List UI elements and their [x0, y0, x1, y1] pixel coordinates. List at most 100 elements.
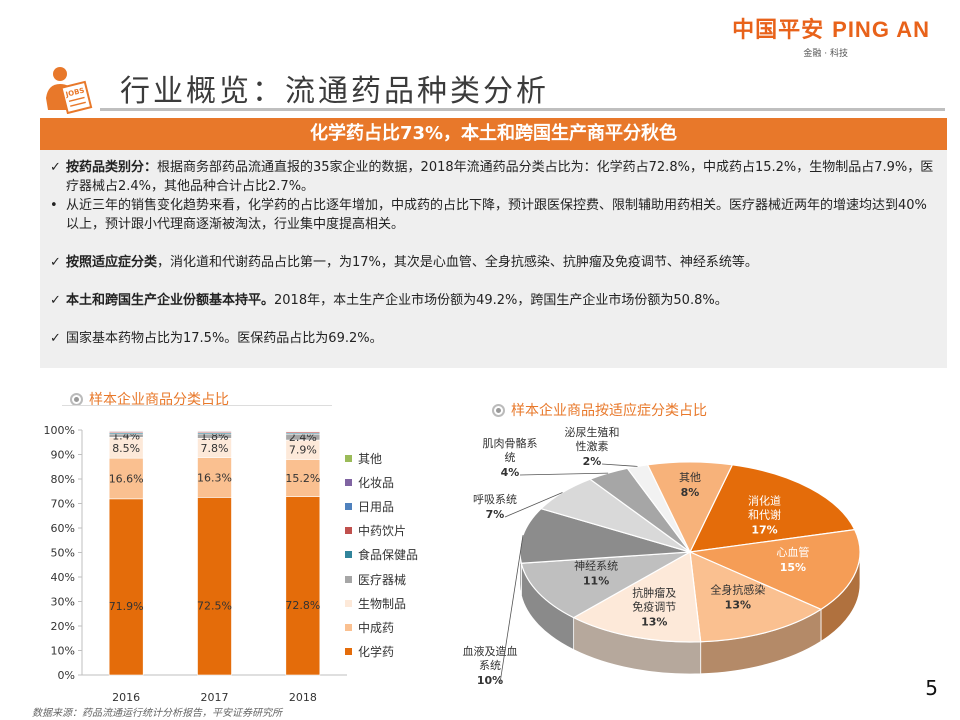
page-number: 5 — [925, 676, 938, 700]
legend-label: 中成药 — [358, 620, 395, 635]
legend-item: 生物制品 — [345, 591, 418, 615]
bar-data-label: 16.6% — [109, 473, 144, 486]
pie-slice-value: 8% — [681, 486, 700, 499]
legend-swatch — [345, 454, 352, 462]
pie-slice-label: 免疫调节 — [632, 600, 676, 614]
pie-slice-label: 心血管 — [776, 545, 809, 559]
pie-slice — [689, 551, 823, 643]
check-icon: ✓ — [50, 331, 61, 346]
legend-label: 食品保健品 — [358, 548, 419, 563]
pie-slice-value: 4% — [501, 466, 520, 479]
pie-leader-line — [601, 463, 638, 467]
bar-segment — [285, 459, 321, 497]
legend-label: 日用品 — [358, 499, 395, 514]
x-tick-label: 2017 — [201, 691, 229, 704]
pie-slice-value: 11% — [583, 574, 609, 587]
summary-point: ✓ 按药品类别分：根据商务部药品流通直报的35家企业的数据，2018年流通药品分类… — [50, 158, 935, 196]
brand-logo: 中国平安 PING AN 金融 · 科技 — [732, 12, 930, 59]
y-tick-label: 90% — [51, 449, 75, 462]
y-tick-label: 80% — [51, 473, 75, 486]
legend-swatch — [345, 648, 352, 656]
bar-segment — [108, 429, 144, 431]
legend-item: 日用品 — [345, 494, 418, 518]
bar-segment — [108, 498, 144, 676]
brand-name: 中国平安 PING AN — [732, 12, 930, 44]
legend-item: 其他 — [345, 446, 418, 470]
legend-label: 其他 — [358, 451, 383, 466]
point-text: ，消化道和代谢药品占比第一，为17%，其次是心血管、全身抗感染、抗肿瘤及免疫调节… — [157, 255, 758, 270]
bar-segment — [285, 429, 321, 431]
pie-leader-line — [519, 472, 609, 476]
x-tick-label: 2016 — [112, 691, 140, 704]
legend-label: 化妆品 — [358, 475, 395, 490]
pie-slice-label: 消化道 — [748, 494, 781, 508]
jobs-document-icon: JOBS — [46, 67, 93, 114]
bar-data-label: 8.5% — [112, 442, 140, 455]
pie-slice — [687, 528, 861, 611]
pie-slice — [646, 461, 734, 554]
bar-data-label: 15.2% — [285, 472, 320, 485]
bar-segment — [197, 497, 232, 676]
bar-segment — [108, 457, 144, 500]
legend-swatch — [345, 502, 352, 510]
pie-slice-label: 系统 — [479, 659, 501, 672]
pie-chart-title: 样本企业商品按适应症分类占比 — [492, 400, 707, 420]
target-icon — [492, 404, 505, 417]
legend-item: 化学药 — [345, 640, 418, 664]
pie-slice-label: 血液及造血 — [463, 644, 518, 658]
summary-point: • 从近三年的销售变化趋势来看，化学药的占比逐年增加，中成药的占比下降，预计跟医保… — [50, 196, 935, 234]
brand-en-name: PING AN — [832, 17, 930, 42]
bar-chart-title: 样本企业商品分类占比 — [70, 389, 229, 409]
legend-label: 化学药 — [358, 645, 395, 660]
y-tick-label: 40% — [51, 571, 75, 584]
point-heading: 按照适应症分类 — [66, 255, 158, 270]
y-tick-label: 30% — [51, 596, 75, 609]
point-text: 国家基本药物占比为17.5%。医保药品占比为69.2%。 — [66, 331, 383, 346]
bar-segment — [197, 457, 232, 498]
page-title: 行业概览：流通药品种类分析 — [120, 74, 549, 109]
pie-slice-label: 性激素 — [576, 439, 609, 453]
pie-slice-value: 17% — [751, 524, 777, 537]
y-tick-label: 70% — [51, 498, 75, 511]
stacked-bar-chart: 0% 10% 20% 30% 40% 50% 60% 70% 80% 90% 100% 71.9% 16… — [44, 424, 347, 704]
bar-data-label: 71.9% — [109, 600, 144, 613]
y-tick-label: 60% — [51, 522, 75, 535]
pie-slice-value: 7% — [486, 508, 505, 521]
source-note: 数据来源：药品流通运行统计分析报告，平安证券研究所 — [32, 708, 282, 719]
y-tick-label: 50% — [51, 547, 75, 560]
legend-swatch — [345, 599, 352, 607]
bar-chart-title-rule — [62, 405, 332, 406]
summary-box: ✓ 按药品类别分：根据商务部药品流通直报的35家企业的数据，2018年流通药品分类… — [40, 150, 947, 368]
point-text: 从近三年的销售变化趋势来看，化学药的占比逐年增加，中成药的占比下降，预计跟医保控… — [66, 198, 927, 232]
legend-label: 中药饮片 — [358, 524, 407, 539]
brand-tagline: 金融 · 科技 — [803, 49, 848, 59]
pie-chart-title-text: 样本企业商品按适应症分类占比 — [511, 403, 707, 419]
bar-data-label: 7.8% — [201, 442, 229, 455]
pie-slice — [572, 551, 702, 643]
point-heading: 本土和跨国生产企业份额基本持平。 — [66, 293, 275, 308]
bullet-icon: • — [50, 198, 58, 213]
point-text: 2018年，本土生产企业市场份额为49.2%，跨国生产企业市场份额为50.8%。 — [274, 293, 728, 308]
pie-slice-value: 13% — [641, 616, 667, 629]
bar-data-label: 7.9% — [289, 444, 317, 457]
point-text: 根据商务部药品流通直报的35家企业的数据，2018年流通药品分类占比为：化学药占… — [66, 160, 934, 194]
legend-swatch — [345, 551, 352, 559]
legend-item: 化妆品 — [345, 470, 418, 494]
pie-slice-value: 10% — [477, 674, 503, 687]
legend-swatch — [345, 575, 352, 583]
pie-slice-label: 统 — [505, 451, 516, 464]
headline-banner: 化学药占比73%，本土和跨国生产商平分秋色 — [40, 118, 947, 150]
check-icon: ✓ — [50, 255, 61, 270]
y-tick-label: 10% — [51, 645, 75, 658]
x-tick-label: 2018 — [289, 691, 317, 704]
legend-swatch — [345, 527, 352, 535]
check-icon: ✓ — [50, 293, 61, 308]
summary-point: ✓ 本土和跨国生产企业份额基本持平。2018年，本土生产企业市场份额为49.2%，… — [50, 291, 935, 310]
legend-swatch — [345, 623, 352, 631]
pie-slice — [688, 464, 856, 553]
pie-chart: 消化道和代谢 17% 心血管 15% 全身抗感染 13% 抗肿瘤及免疫调节 13% 神经系统 11… — [463, 425, 861, 687]
summary-point: ✓ 按照适应症分类，消化道和代谢药品占比第一，为17%，其次是心血管、全身抗感染、… — [50, 253, 935, 272]
pie-slice-value: 13% — [725, 599, 751, 612]
point-heading: 按药品类别分： — [66, 160, 158, 175]
pie-slice-value: 2% — [583, 455, 602, 468]
